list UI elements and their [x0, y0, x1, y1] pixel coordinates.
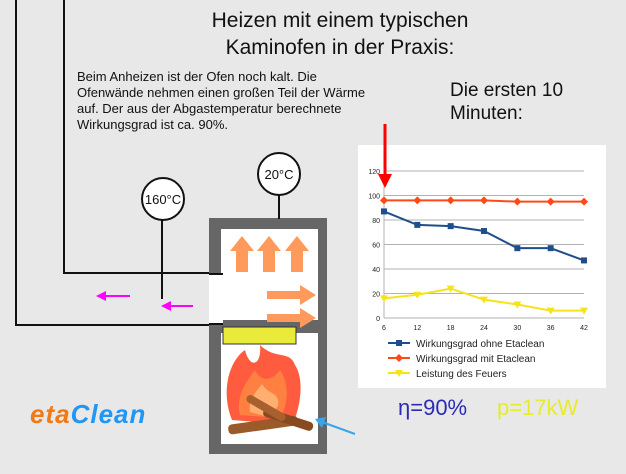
- data-point: [580, 197, 588, 206]
- heat-right-arrows: [267, 285, 316, 328]
- x-tick-label: 6: [382, 325, 386, 332]
- title-line-2: Kaminofen in der Praxis:: [225, 36, 455, 59]
- y-tick-label: 20: [372, 292, 380, 299]
- chart-series: [380, 196, 588, 315]
- data-point: [480, 296, 488, 304]
- y-tick-label: 120: [368, 169, 380, 176]
- legend-marker: [395, 370, 403, 377]
- data-point: [380, 196, 388, 205]
- data-point: [413, 196, 422, 205]
- data-point: [547, 245, 554, 252]
- power-value: p=17kW: [497, 395, 579, 420]
- efficiency-chart: 0 20 40 60 80 100 120 6 12 18 24 30 36 42 Wirkungsgr…: [368, 169, 588, 380]
- legend-label: Wirkungsgrad mit Etaclean: [416, 354, 536, 365]
- chart-panel: 0 20 40 60 80 100 120 6 12 18 24 30 36 42 Wirkungsgr…: [358, 145, 606, 388]
- data-point: [581, 257, 587, 264]
- x-tick-labels: 6 12 18 24 30 36 42: [382, 325, 588, 332]
- flue-temperature-label: 160°C: [145, 192, 181, 207]
- chimney-inner-wall: [63, 0, 210, 274]
- subheading-line-1: Die ersten 10: [450, 80, 564, 101]
- stove-diagram: 160°C 20°C: [15, 0, 356, 454]
- data-point: [546, 197, 555, 206]
- data-point: [446, 196, 455, 205]
- data-point: [513, 301, 522, 309]
- x-tick-label: 36: [547, 325, 555, 332]
- stove-thermometer: [257, 152, 301, 196]
- logs-icon: [228, 395, 314, 435]
- etaclean-logo: etaClean: [30, 399, 146, 430]
- data-point: [546, 307, 555, 315]
- x-tick-label: 18: [447, 325, 455, 332]
- subheading-line-2: Minuten:: [450, 103, 523, 124]
- y-tick-labels: 0 20 40 60 80 100 120: [368, 169, 380, 323]
- logo-part-eta: eta: [30, 399, 71, 429]
- description-text: Beim Anheizen ist der Ofen noch kalt. Di…: [77, 69, 366, 132]
- y-tick-label: 80: [372, 218, 380, 225]
- x-tick-label: 42: [580, 325, 588, 332]
- legend-label: Leistung des Feuers: [416, 369, 507, 380]
- fire-icon: [226, 345, 301, 425]
- legend-label: Wirkungsgrad ohne Etaclean: [416, 339, 544, 350]
- data-point: [414, 221, 421, 228]
- data-point: [447, 223, 454, 230]
- y-tick-label: 100: [368, 194, 380, 201]
- start-marker-arrow: [378, 124, 392, 188]
- data-point: [446, 285, 455, 293]
- x-tick-label: 24: [480, 325, 488, 332]
- data-point: [381, 208, 387, 215]
- slide-title: Heizen mit einem typischen Kaminofen in …: [150, 7, 530, 61]
- data-point: [580, 307, 588, 315]
- chimney-outer-wall: [15, 0, 220, 326]
- data-point: [380, 295, 388, 303]
- air-inlet-arrow: [315, 417, 356, 435]
- data-point: [514, 245, 521, 252]
- y-tick-label: 0: [376, 316, 380, 323]
- legend-marker: [395, 354, 403, 362]
- flue-flow-arrows: [96, 291, 193, 311]
- data-point: [413, 291, 422, 299]
- stove-temperature-label: 20°C: [264, 167, 293, 182]
- logo-part-clean: Clean: [70, 399, 147, 429]
- data-point: [480, 196, 488, 205]
- chart-legend: Wirkungsgrad ohne Etaclean Wirkungsgrad m…: [388, 339, 544, 380]
- y-tick-label: 40: [372, 267, 380, 274]
- y-tick-label: 60: [372, 243, 380, 250]
- data-point: [513, 197, 522, 206]
- data-point: [481, 228, 487, 235]
- baffle-plate: [222, 326, 297, 345]
- x-tick-label: 12: [413, 325, 421, 332]
- series-line: [383, 210, 585, 262]
- heat-up-arrows: [230, 236, 309, 272]
- efficiency-value: η=90%: [398, 395, 468, 420]
- x-tick-label: 30: [513, 325, 521, 332]
- chart-subheading: Die ersten 10 Minuten:: [450, 79, 580, 125]
- flue-opening: [209, 273, 223, 325]
- title-line-1: Heizen mit einem typischen: [211, 9, 469, 32]
- legend-marker: [396, 340, 402, 346]
- flue-thermometer: [141, 177, 185, 221]
